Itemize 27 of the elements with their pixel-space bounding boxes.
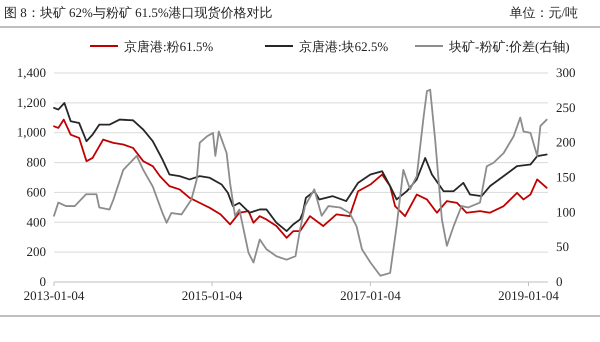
y2-tick-label: 200 xyxy=(556,134,576,150)
x-tick-label: 2017-01-04 xyxy=(340,288,402,303)
legend-label: 京唐港:粉61.5% xyxy=(124,39,214,54)
chart-title: 图 8：块矿 62%与粉矿 61.5%港口现货价格对比 xyxy=(4,5,273,20)
y2-tick-label: 250 xyxy=(556,100,576,115)
y-tick-label: 0 xyxy=(40,274,46,289)
x-tick-label: 2015-01-04 xyxy=(182,288,243,303)
y2-tick-label: 150 xyxy=(556,170,576,184)
y-tick-label: 400 xyxy=(26,214,46,230)
y2-tick-label: 300 xyxy=(556,65,576,80)
y-tick-label: 800 xyxy=(26,154,46,170)
y2-tick-label: 0 xyxy=(556,274,562,289)
y2-tick-label: 100 xyxy=(556,204,576,220)
legend-label: 京唐港:块62.5% xyxy=(299,39,388,54)
y2-tick-label: 50 xyxy=(556,239,569,254)
x-tick-label: 2019-01-04 xyxy=(498,288,560,303)
y-tick-label: 1,400 xyxy=(16,65,46,80)
x-tick-label: 2013-01-04 xyxy=(24,288,85,303)
y-tick-label: 200 xyxy=(26,244,46,260)
line-series xyxy=(53,118,548,239)
y-tick-label: 1,000 xyxy=(16,124,46,140)
line-series xyxy=(53,102,548,232)
y-tick-label: 1,200 xyxy=(16,94,46,110)
y-tick-label: 600 xyxy=(26,184,46,200)
line-series xyxy=(53,88,548,277)
legend-label: 块矿-粉矿:价差(右轴) xyxy=(448,39,570,54)
text: 单位：元/吨 xyxy=(509,5,578,20)
